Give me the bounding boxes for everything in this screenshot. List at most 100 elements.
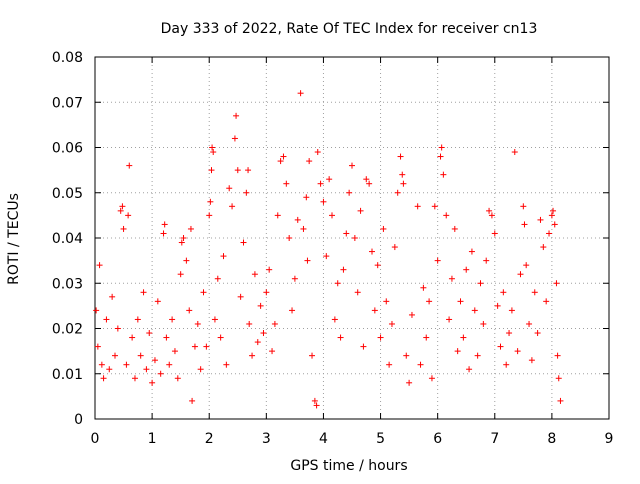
data-point [528,357,535,364]
data-point [134,316,141,323]
data-point [187,225,194,232]
x-tick-label: 6 [433,431,442,447]
data-point [400,180,407,187]
data-point [314,149,321,156]
data-point [174,375,181,382]
data-point [177,271,184,278]
data-point [380,225,387,232]
data-point [363,176,370,183]
x-tick-label: 9 [605,431,614,447]
data-point [383,298,390,305]
x-tick-label: 3 [262,431,271,447]
data-point [229,203,236,210]
data-point [511,149,518,156]
data-point [463,266,470,273]
data-point [457,298,464,305]
data-point [531,289,538,296]
data-point [334,280,341,287]
data-point [337,334,344,341]
data-point [260,330,267,337]
data-point [289,307,296,314]
data-point [548,212,555,219]
data-point [131,375,138,382]
data-point [100,375,107,382]
data-point [149,379,156,386]
data-point [306,158,313,165]
data-point [420,284,427,291]
data-point [451,225,458,232]
data-point [117,207,124,214]
data-point [211,316,218,323]
data-point [146,330,153,337]
data-point [340,266,347,273]
data-point [466,366,473,373]
data-point [480,320,487,327]
data-point [157,370,164,377]
data-point [125,212,132,219]
data-point [183,257,190,264]
data-point [251,271,258,278]
data-point [371,307,378,314]
data-point [226,185,233,192]
data-point [426,298,433,305]
y-tick-label: 0.06 [52,141,83,157]
data-point [300,225,307,232]
data-point [191,343,198,350]
data-point [357,207,364,214]
data-point [414,203,421,210]
plot-border [94,56,610,420]
data-point [98,361,105,368]
data-point [207,198,214,205]
data-point [160,230,167,237]
data-point [471,307,478,314]
data-point [119,203,126,210]
data-point [550,207,557,214]
data-point [520,203,527,210]
data-point [237,293,244,300]
data-point [263,289,270,296]
grid-lines [95,57,609,419]
data-point [194,320,201,327]
data-point [526,320,533,327]
data-point [543,298,550,305]
data-point [431,203,438,210]
data-point [523,262,530,269]
data-point [137,352,144,359]
data-point [428,375,435,382]
data-point [94,343,101,350]
data-point [346,189,353,196]
data-point [494,302,501,309]
data-point [129,334,136,341]
data-point [397,153,404,160]
data-point [368,248,375,255]
data-point [206,212,213,219]
x-tick-label: 4 [319,431,328,447]
data-point [477,280,484,287]
chart-title: Day 333 of 2022, Rate Of TEC Index for r… [161,21,538,37]
data-point [126,162,133,169]
data-point [106,366,113,373]
data-point [388,320,395,327]
data-point [208,167,215,174]
x-tick-label: 0 [91,431,100,447]
data-point [546,230,553,237]
data-point [417,361,424,368]
y-tick-label: 0.07 [52,95,83,111]
data-point [555,375,562,382]
data-point [521,221,528,228]
data-point [403,352,410,359]
data-point [200,289,207,296]
data-point [280,153,287,160]
data-point [360,343,367,350]
data-point [178,239,185,246]
data-point [317,180,324,187]
data-point [171,348,178,355]
x-axis-title: GPS time / hours [290,458,407,474]
x-tick-label: 2 [205,431,214,447]
data-point [399,171,406,178]
data-point [197,366,204,373]
data-point [320,198,327,205]
data-point [271,320,278,327]
data-point [437,153,444,160]
